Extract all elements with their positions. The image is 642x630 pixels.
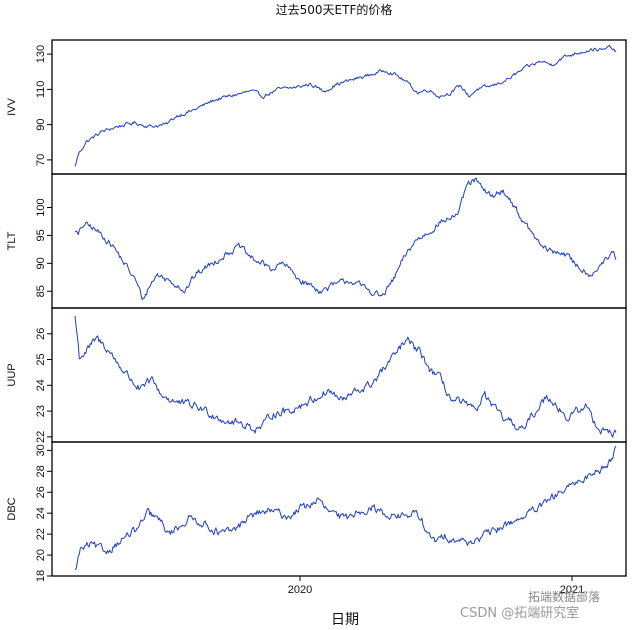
- x-axis-label: 日期: [331, 612, 359, 628]
- y-tick-label: 90: [35, 257, 47, 269]
- y-tick-label: 22: [35, 431, 47, 443]
- chart-title: 过去500天ETF的价格: [276, 2, 393, 17]
- y-tick-label: 28: [35, 465, 47, 477]
- series-line-ivv: [74, 44, 617, 167]
- panels: 70 90 110 130 IVV 85 90 95 100 TLT 22 23 24 25 26 UUP 18…: [6, 39, 627, 582]
- panel-frame: [51, 307, 627, 443]
- y-tick-label: 90: [35, 119, 47, 131]
- y-tick-label: 95: [35, 229, 47, 241]
- y-tick-label: 30: [35, 444, 47, 456]
- panel-frame: [51, 441, 627, 577]
- x-tick-label: 2021: [560, 584, 584, 596]
- series-line-uup: [74, 315, 617, 438]
- watermark: 拓端数据部落 CSDN @拓端研究室: [460, 589, 600, 621]
- y-tick-label: 85: [35, 285, 47, 297]
- series-line-tlt: [74, 177, 617, 301]
- watermark-brand: 拓端数据部落: [528, 589, 600, 604]
- y-tick-label: 24: [35, 507, 47, 519]
- y-tick-label: 25: [35, 353, 47, 365]
- panel-frame: [51, 173, 627, 309]
- y-tick-label: 20: [35, 549, 47, 561]
- y-tick-label: 110: [35, 81, 47, 99]
- x-tick-label: 2020: [288, 584, 312, 596]
- y-tick-label: 24: [35, 379, 47, 391]
- panel-uup: 22 23 24 25 26 UUP: [6, 307, 627, 443]
- y-tick-label: 26: [35, 328, 47, 340]
- y-axis-label-uup: UUP: [6, 363, 18, 386]
- y-tick-label: 130: [35, 45, 47, 63]
- y-tick-label: 100: [35, 198, 47, 216]
- panel-dbc: 18 20 22 24 26 28 30 DBC: [6, 441, 627, 582]
- y-tick-label: 26: [35, 486, 47, 498]
- y-axis-label-ivv: IVV: [6, 97, 18, 115]
- y-tick-label: 22: [35, 528, 47, 540]
- y-tick-label: 70: [35, 154, 47, 166]
- y-tick-label: 23: [35, 405, 47, 417]
- y-tick-label: 18: [35, 570, 47, 582]
- series-line-dbc: [74, 445, 617, 570]
- y-axis-label-dbc: DBC: [6, 497, 18, 520]
- x-axis: 2020 2021: [288, 576, 584, 596]
- panel-frame: [51, 39, 627, 175]
- panel-tlt: 85 90 95 100 TLT: [6, 173, 627, 309]
- watermark-csdn: CSDN @拓端研究室: [460, 605, 579, 621]
- panel-ivv: 70 90 110 130 IVV: [6, 39, 627, 175]
- y-axis-label-tlt: TLT: [6, 231, 18, 250]
